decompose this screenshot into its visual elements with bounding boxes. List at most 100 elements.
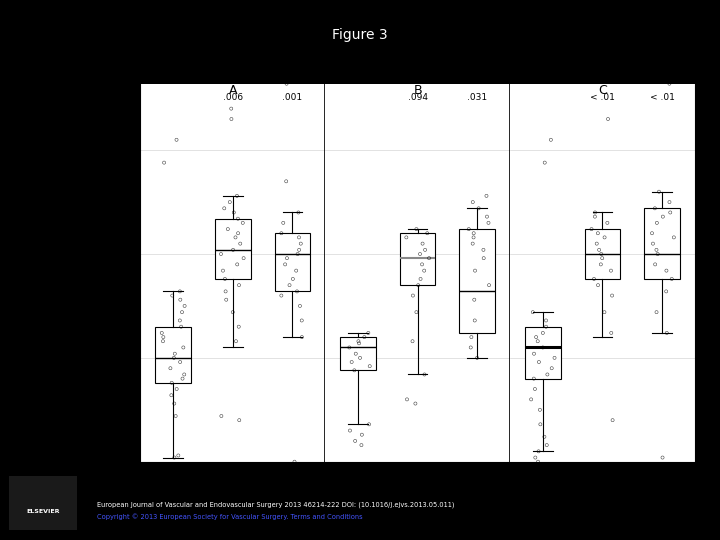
Point — [529, 384, 541, 393]
Point — [158, 333, 169, 341]
Point — [410, 399, 421, 408]
Text: .094: .094 — [408, 93, 428, 103]
Point — [293, 233, 305, 242]
Text: < .01: < .01 — [590, 93, 615, 103]
Point — [647, 229, 658, 238]
Point — [463, 225, 474, 233]
Point — [296, 316, 307, 325]
Bar — [340, 337, 376, 370]
Point — [356, 430, 368, 439]
Point — [653, 187, 665, 196]
Point — [602, 114, 613, 123]
Point — [419, 246, 431, 254]
Point — [348, 366, 360, 375]
Y-axis label: Ankle-Brachial Index (ABI): Ankle-Brachial Index (ABI) — [102, 209, 112, 336]
Point — [537, 329, 549, 338]
Point — [233, 281, 245, 289]
Bar — [156, 327, 191, 383]
Point — [344, 426, 356, 435]
Point — [277, 219, 289, 227]
Bar — [274, 233, 310, 292]
Point — [219, 275, 230, 284]
Point — [423, 254, 435, 262]
Point — [533, 357, 544, 366]
Point — [166, 391, 177, 400]
Point — [596, 254, 608, 262]
Point — [652, 249, 663, 258]
Point — [353, 337, 364, 346]
Point — [595, 260, 606, 269]
Point — [294, 302, 306, 310]
Text: B: B — [413, 84, 422, 97]
Point — [598, 308, 610, 316]
Point — [421, 229, 433, 238]
Point — [232, 214, 243, 223]
Point — [177, 374, 189, 383]
Point — [661, 329, 672, 338]
Point — [535, 420, 546, 429]
Point — [280, 177, 292, 186]
Point — [599, 233, 611, 242]
Point — [415, 275, 426, 284]
Point — [665, 208, 676, 217]
Point — [589, 212, 600, 221]
Text: Day: Day — [407, 489, 428, 499]
Point — [595, 249, 607, 258]
Point — [287, 275, 299, 284]
Point — [284, 281, 295, 289]
Point — [606, 329, 617, 338]
Point — [607, 416, 618, 424]
Point — [532, 457, 544, 466]
Point — [664, 198, 675, 206]
Point — [222, 225, 233, 233]
Point — [227, 308, 238, 316]
Point — [233, 229, 244, 238]
Text: .006: .006 — [222, 93, 243, 103]
Text: .001: .001 — [282, 93, 302, 103]
Text: Figure 3: Figure 3 — [332, 28, 388, 42]
Point — [465, 343, 477, 352]
Point — [158, 158, 170, 167]
Point — [586, 225, 598, 233]
Point — [233, 416, 245, 424]
Point — [166, 291, 178, 300]
Point — [410, 225, 422, 233]
Point — [228, 246, 239, 254]
Point — [528, 374, 539, 383]
Point — [168, 354, 179, 362]
Point — [363, 329, 374, 338]
Point — [532, 337, 544, 346]
Point — [478, 254, 490, 262]
Point — [231, 260, 243, 269]
Point — [473, 204, 485, 213]
Point — [469, 316, 480, 325]
Point — [346, 357, 357, 366]
Point — [468, 233, 480, 242]
Point — [481, 212, 492, 221]
Point — [179, 302, 190, 310]
Bar — [215, 219, 251, 279]
Point — [281, 79, 292, 88]
Point — [166, 379, 177, 387]
Point — [657, 212, 669, 221]
Point — [533, 447, 544, 456]
Point — [276, 229, 287, 238]
Point — [295, 239, 307, 248]
Point — [292, 249, 303, 258]
Point — [419, 370, 431, 379]
Point — [540, 322, 552, 331]
Point — [224, 198, 235, 206]
Point — [649, 204, 661, 213]
Bar — [585, 229, 621, 279]
Point — [168, 399, 180, 408]
Bar — [644, 208, 680, 279]
Point — [282, 254, 293, 262]
Text: Copyright © 2013 European Society for Vascular Surgery. Terms and Conditions: Copyright © 2013 European Society for Va… — [97, 514, 363, 520]
Point — [481, 192, 492, 200]
Point — [233, 322, 245, 331]
Point — [528, 349, 540, 358]
Point — [354, 339, 365, 348]
Point — [539, 433, 550, 441]
Point — [541, 370, 553, 379]
Point — [414, 249, 426, 258]
